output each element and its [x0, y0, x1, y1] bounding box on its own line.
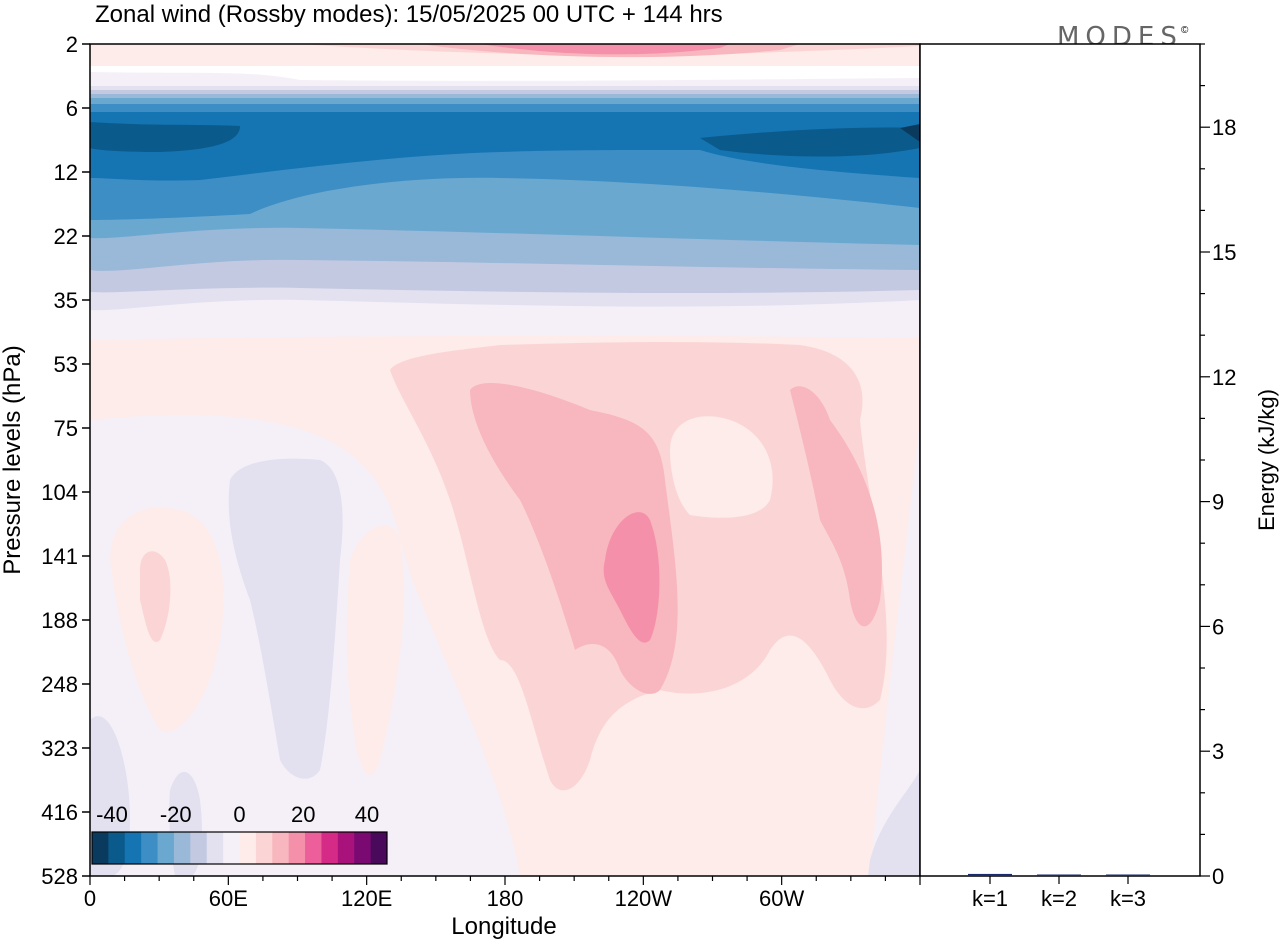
colorbar-swatch: [354, 832, 372, 864]
longitude-tick-label: 120E: [341, 886, 392, 911]
colorbar-swatch: [370, 832, 388, 864]
longitude-tick-label: 0: [84, 886, 96, 911]
energy-tick-label: 3: [1212, 739, 1224, 764]
colorbar-swatch: [206, 832, 224, 864]
pressure-axis: 2 6 12 22 35 53 75 104 141 188 248 323 416 528: [41, 32, 90, 889]
pressure-tick-label: 141: [41, 544, 78, 569]
colorbar-swatch: [337, 832, 355, 864]
x-axis-label: Longitude: [451, 913, 556, 940]
colorbar-swatch: [124, 832, 142, 864]
colorbar-tick-label: 0: [233, 802, 245, 827]
y-axis-label: Pressure levels (hPa): [0, 345, 26, 574]
longitude-tick-label: 60E: [209, 886, 248, 911]
colorbar-swatch: [92, 832, 109, 864]
energy-tick-label: 9: [1212, 490, 1224, 515]
colorbar-tick-label: 40: [355, 802, 379, 827]
chart-title: Zonal wind (Rossby modes): 15/05/2025 00…: [95, 1, 723, 28]
colorbar-tick-label: -20: [160, 802, 192, 827]
pressure-tick-label: 75: [54, 416, 78, 441]
colorbar-swatch: [108, 832, 126, 864]
colorbar-swatch: [239, 832, 257, 864]
colorbar-swatch: [305, 832, 322, 864]
colorbar-tick-label: -40: [96, 802, 128, 827]
colorbar-swatch: [321, 832, 339, 864]
pressure-tick-label: 188: [41, 608, 78, 633]
energy-tick-label: 0: [1212, 864, 1224, 889]
pressure-tick-label: 53: [54, 352, 78, 377]
pressure-tick-label: 12: [54, 160, 78, 185]
energy-tick-label: 18: [1212, 115, 1236, 140]
pressure-tick-label: 248: [41, 672, 78, 697]
contour-field: [90, 44, 920, 876]
energy-bars: k=1 k=2 k=3: [968, 873, 1150, 911]
colorbar-swatch: [272, 832, 290, 864]
colorbar-swatch: [173, 832, 191, 864]
colorbar-tick-label: 20: [291, 802, 315, 827]
colorbar-swatch: [223, 832, 240, 864]
energy-tick-label: 12: [1212, 365, 1236, 390]
pressure-tick-label: 528: [41, 864, 78, 889]
longitude-tick-label: 120W: [615, 886, 673, 911]
pressure-tick-label: 35: [54, 288, 78, 313]
colorbar: -40 -20 0 20 40: [91, 802, 388, 865]
longitude-axis: 0 60E 120E 180 120W 60W: [84, 876, 921, 911]
energy-category-label: k=2: [1041, 886, 1077, 911]
colorbar-swatch: [255, 832, 273, 864]
longitude-tick-label: 60W: [759, 886, 804, 911]
energy-category-label: k=3: [1110, 886, 1146, 911]
longitude-tick-label: 180: [487, 886, 524, 911]
colorbar-swatch: [141, 832, 159, 864]
energy-bar: [1037, 874, 1081, 876]
pressure-tick-label: 22: [54, 224, 78, 249]
energy-tick-label: 15: [1212, 240, 1236, 265]
pressure-tick-label: 6: [66, 96, 78, 121]
energy-bar: [968, 873, 1012, 876]
pressure-tick-label: 104: [41, 480, 78, 505]
pressure-tick-label: 2: [66, 32, 78, 57]
colorbar-frame: [91, 831, 388, 865]
energy-category-label: k=1: [972, 886, 1008, 911]
energy-axis: 0 3 6 9 12 15 18: [1200, 43, 1236, 889]
energy-axis-label: Energy (kJ/kg): [1254, 389, 1279, 531]
pressure-tick-label: 416: [41, 800, 78, 825]
colorbar-swatch: [157, 832, 175, 864]
pressure-tick-label: 323: [41, 736, 78, 761]
energy-panel-frame: [919, 43, 1201, 877]
energy-tick-label: 6: [1212, 614, 1224, 639]
colorbar-swatch: [190, 832, 208, 864]
colorbar-swatch: [288, 832, 306, 864]
energy-bar: [1106, 874, 1150, 876]
logo-copyright-mark: ©: [1181, 25, 1189, 36]
